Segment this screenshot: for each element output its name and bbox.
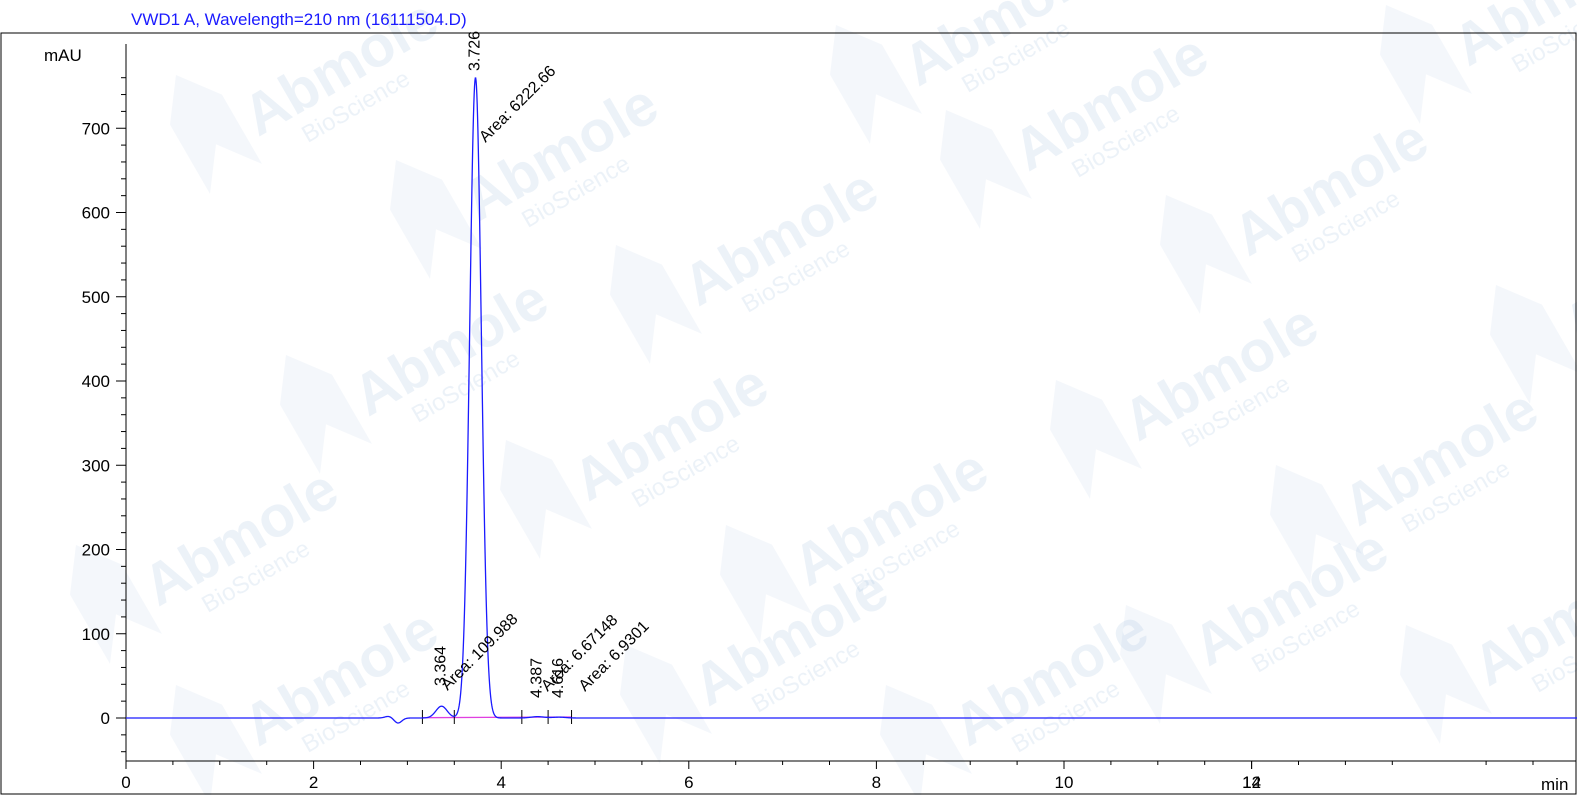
peak-rt-label: 4.616 (550, 658, 567, 698)
y-axis-ticks: 0 100 200 300 400 500 600 700 (82, 77, 126, 753)
watermark-logo-shape (170, 75, 262, 194)
watermark-logo-shape (1050, 380, 1142, 499)
x-tick-label: 10 (1055, 773, 1074, 792)
x-tick-label: 8 (872, 773, 881, 792)
x-tick-label: 6 (684, 773, 693, 792)
watermark-logo-shape (1160, 195, 1252, 314)
plot-frame (0, 32, 1577, 795)
x-tick-label: 2 (309, 773, 318, 792)
y-tick-label: 500 (82, 288, 110, 307)
y-tick-label: 0 (101, 709, 110, 728)
watermark-logo-shape (500, 440, 592, 559)
watermark-logo-shape (390, 160, 482, 279)
watermark-logo-shape (720, 525, 812, 644)
watermark-logo-shape (170, 685, 262, 795)
watermark-logo-shape (620, 645, 712, 764)
x-tick-label: 0 (121, 773, 130, 792)
y-tick-label: 400 (82, 372, 110, 391)
y-axis-unit: mAU (44, 46, 82, 65)
x-tick-label: 14 (1242, 773, 1261, 792)
x-axis-unit: min (1541, 775, 1568, 794)
peak-rt-label: 3.726 (466, 31, 483, 71)
watermark-logo-shape (1490, 285, 1577, 404)
watermark-logo-shape (1120, 605, 1212, 724)
peak-area-label: Area: 109.988 (438, 611, 521, 694)
watermark-logo-shape (1270, 465, 1362, 584)
signal-trace (126, 77, 1577, 724)
y-tick-label: 200 (82, 541, 110, 560)
x-tick-label: 4 (496, 773, 505, 792)
watermark-logo-shape (880, 685, 972, 795)
watermark-logo-shape (610, 245, 702, 364)
watermark-logo-shape (1400, 625, 1492, 744)
peak-rt-label: 3.364 (433, 646, 450, 686)
chart-title: VWD1 A, Wavelength=210 nm (16111504.D) (131, 10, 467, 29)
y-tick-label: 100 (82, 625, 110, 644)
watermark-logo-shape (280, 355, 372, 474)
watermark-logo-shape (940, 110, 1032, 229)
peak-rt-label: 4.387 (529, 658, 546, 698)
watermark-logo-shape (1380, 5, 1472, 124)
y-tick-label: 300 (82, 456, 110, 475)
x-tick-label: 12 (1242, 773, 1261, 792)
watermark-logo-shape (830, 25, 922, 144)
y-tick-label: 700 (82, 119, 110, 138)
y-tick-label: 600 (82, 204, 110, 223)
watermark-logo-shape (70, 545, 162, 664)
